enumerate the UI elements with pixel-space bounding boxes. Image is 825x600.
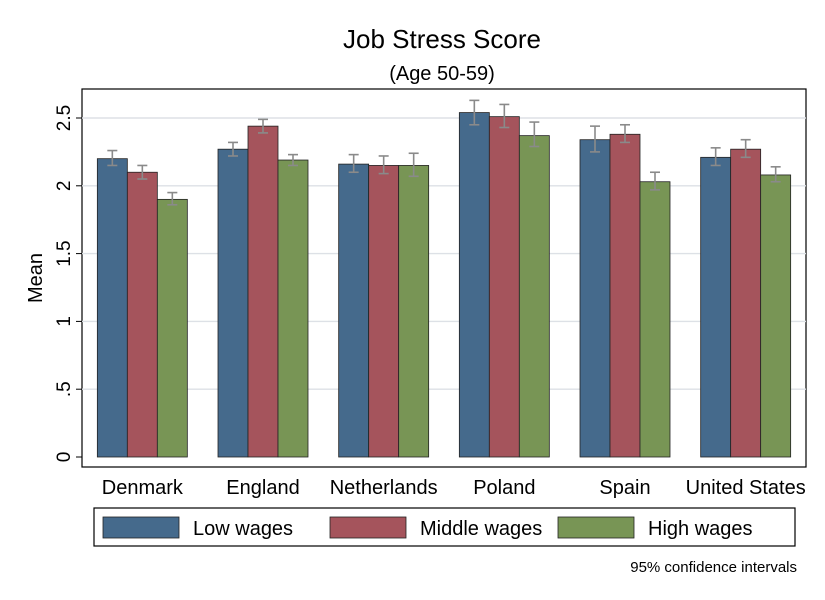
bar-spain-low-wages bbox=[579, 139, 611, 458]
y-tick-label: .5 bbox=[54, 381, 75, 397]
y-axis-label: Mean bbox=[25, 253, 47, 303]
plot-region bbox=[81, 88, 807, 468]
bar-spain-high-wages bbox=[639, 181, 671, 458]
gridlines bbox=[82, 117, 806, 390]
bar-united-states-middle-wages bbox=[730, 148, 762, 458]
x-category-label: England bbox=[226, 477, 299, 499]
bar-denmark-high-wages bbox=[156, 198, 188, 458]
legend-swatch-low-wages bbox=[102, 516, 180, 539]
x-axis-categories: Denmark England Netherlands Poland Spain Unit… bbox=[102, 477, 806, 499]
y-tick-label: 1 bbox=[54, 316, 75, 327]
y-axis-ticks: 0 .5 1 1.5 2 2.5 bbox=[54, 105, 82, 463]
bar-denmark-middle-wages bbox=[126, 171, 158, 458]
legend-label-low-wages: Low wages bbox=[193, 518, 293, 540]
x-category-label: Netherlands bbox=[330, 477, 438, 499]
bar-netherlands-middle-wages bbox=[368, 165, 400, 458]
bar-poland-middle-wages bbox=[488, 116, 520, 458]
x-category-label: United States bbox=[686, 477, 806, 499]
bar-netherlands-high-wages bbox=[398, 165, 430, 458]
legend-label-high-wages: High wages bbox=[648, 518, 753, 540]
legend-swatch-high-wages bbox=[557, 516, 635, 539]
bar-netherlands-low-wages bbox=[338, 163, 370, 458]
bars bbox=[96, 112, 792, 458]
x-category-label: Denmark bbox=[102, 477, 184, 499]
y-tick-label: 0 bbox=[54, 452, 75, 463]
chart-subtitle: (Age 50-59) bbox=[389, 63, 495, 85]
bar-england-high-wages bbox=[277, 159, 309, 458]
bar-denmark-low-wages bbox=[96, 158, 128, 458]
y-tick-label: 2.5 bbox=[54, 105, 75, 131]
x-category-label: Spain bbox=[599, 477, 650, 499]
legend bbox=[93, 507, 796, 547]
confidence-intervals bbox=[107, 99, 781, 206]
legend-items: Low wages Middle wages High wages bbox=[102, 516, 753, 540]
chart-title: Job Stress Score bbox=[343, 24, 541, 54]
bar-poland-low-wages bbox=[458, 112, 490, 458]
bar-united-states-low-wages bbox=[700, 156, 732, 458]
y-tick-label: 2 bbox=[54, 181, 75, 192]
y-tick-label: 1.5 bbox=[54, 240, 75, 266]
x-category-label: Poland bbox=[473, 477, 535, 499]
legend-label-middle-wages: Middle wages bbox=[420, 518, 542, 540]
bar-england-low-wages bbox=[217, 148, 249, 458]
bar-poland-high-wages bbox=[518, 135, 550, 458]
legend-swatch-middle-wages bbox=[329, 516, 407, 539]
chart-note: 95% confidence intervals bbox=[630, 559, 797, 576]
bar-spain-middle-wages bbox=[609, 133, 641, 458]
bar-united-states-high-wages bbox=[760, 174, 792, 458]
bar-england-middle-wages bbox=[247, 125, 279, 458]
